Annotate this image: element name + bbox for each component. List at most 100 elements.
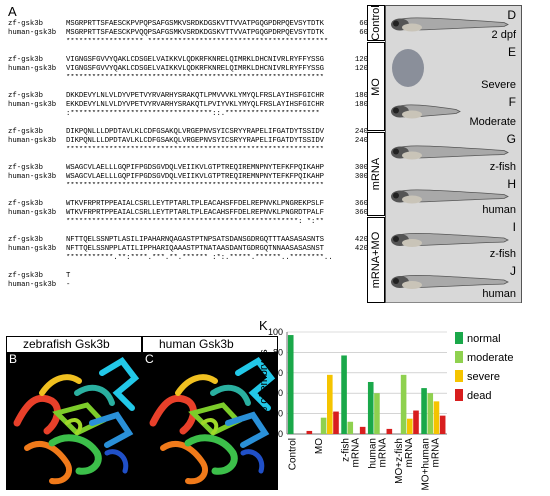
- legend-swatch: [455, 332, 463, 344]
- embryo-image: [391, 17, 509, 32]
- embryo-label: Severe: [481, 79, 516, 91]
- sequence-name: [8, 146, 66, 155]
- x-tick-label: human: [367, 438, 378, 469]
- y-tick-label: 40: [273, 388, 283, 398]
- group-label-mrna-mo: mRNA+MO: [367, 217, 385, 303]
- legend-swatch: [455, 351, 463, 363]
- bar: [407, 418, 413, 434]
- sequence-name: zf-gsk3b: [8, 236, 44, 244]
- alignment-block: zf-gsk3b WTKVFRPRTPPEAIALCSRLLEYTPTARLTPL…: [8, 200, 380, 227]
- bar: [306, 430, 313, 434]
- bar: [347, 421, 354, 434]
- residue-count: 180: [354, 101, 368, 109]
- y-tick-label: 100: [268, 327, 283, 337]
- panel-letter: H: [507, 177, 516, 191]
- alignment-row-zf: zf-gsk3bT421: [8, 272, 380, 281]
- ribbon-strand: [160, 441, 208, 485]
- ribbon-strand: [175, 374, 218, 396]
- y-tick-label: 60: [273, 368, 283, 378]
- alignment-row-hu: human-gsk3b DIKPQNLLLDPDTAVLKLCDFGSAKQLVR…: [8, 137, 380, 146]
- sequence-name: [8, 74, 66, 83]
- residue-count: 300: [354, 164, 368, 172]
- sequence-name: human-gsk3b: [8, 245, 57, 253]
- sequence-text: T: [66, 272, 71, 280]
- sequence-text: NFTTQELSSNPPLATILIPPHARIQAAASTPTNATAASDA…: [66, 245, 324, 253]
- sequence-text: ****************************************…: [66, 74, 324, 82]
- alignment-row-hu: human-gsk3b-421: [8, 281, 380, 290]
- panel-label-b: B: [9, 352, 18, 366]
- panel-letter: F: [508, 95, 516, 109]
- legend-label: dead: [467, 390, 491, 402]
- y-axis-label: % of embryos: [258, 349, 270, 417]
- legend-label: normal: [467, 333, 501, 345]
- sequence-name: zf-gsk3b: [8, 92, 44, 100]
- alignment-block: zf-gsk3b DIKPQNLLLDPDTAVLKLCDFGSAKQLVRGEP…: [8, 128, 380, 155]
- ribbon-strand: [184, 434, 238, 475]
- zebrafish-structure-panel: zebrafish Gsk3b: [6, 336, 142, 490]
- panel-letter: I: [512, 220, 516, 234]
- residue-count: 360: [354, 200, 368, 208]
- embryo-image: [391, 189, 509, 204]
- bar: [439, 415, 446, 434]
- bar: [287, 335, 294, 434]
- sequence-text: VIGNGSFGVVYQAKLCDSGELVAIKKVLQDKRFKNRELQI…: [66, 56, 324, 64]
- x-tick-label: z-fish: [341, 438, 352, 462]
- bar: [341, 355, 347, 434]
- ribbon-strand: [39, 374, 82, 396]
- panel-letter: D: [507, 8, 516, 22]
- bar: [421, 388, 427, 434]
- phenotype-bar-chart: K 0 20 40 60 80 100 % of embryos Control MO z-fish…: [258, 318, 513, 491]
- zebrafish-protein-ribbon-image: [13, 357, 140, 485]
- alignment-block: zf-gsk3b MSGRPRTTSFAESCKPVPQPSAFGSMKVSRDK…: [8, 20, 380, 47]
- sequence-name: human-gsk3b: [8, 65, 57, 73]
- x-tick-label: mRNA: [377, 438, 388, 468]
- bar: [374, 393, 380, 434]
- embryo-label: 2 dpf: [491, 29, 516, 41]
- bar: [327, 374, 333, 434]
- residue-count: 420: [354, 245, 368, 253]
- panel-label-c: C: [145, 352, 154, 366]
- sequence-text: WSAGCVLAELLLGQPIFPGDSGVDQLVEIIKVLGTPTREQ…: [66, 173, 324, 181]
- x-tick-label: MO: [314, 438, 325, 454]
- alignment-row-cons: :*********************************::.***…: [8, 110, 380, 119]
- residue-count: 240: [354, 137, 368, 145]
- residue-count: 420: [354, 236, 368, 244]
- bar: [320, 417, 327, 434]
- embryo-label: Moderate: [469, 116, 516, 128]
- residue-count: 120: [354, 56, 368, 64]
- ribbon-strand: [210, 384, 251, 406]
- alignment-block: zf-gsk3bT421human-gsk3b-421: [8, 272, 380, 290]
- bar: [427, 393, 434, 434]
- sequence-alignment: zf-gsk3b MSGRPRTTSFAESCKPVPQPSAFGSMKVSRDK…: [8, 20, 380, 299]
- sequence-name: zf-gsk3b: [8, 200, 44, 208]
- ribbon-strand: [48, 434, 102, 475]
- bar: [359, 426, 366, 434]
- residue-count: 300: [354, 173, 368, 181]
- sequence-text: MSGRPRTTSFAESCKPVQQPSAFGSMKVSRDKDGSKVTTV…: [66, 29, 324, 37]
- embryo-image: [391, 145, 509, 160]
- alignment-row-zf: zf-gsk3b DKKDEVYLNLVLDYVPETVYRVARHYSRAKQT…: [8, 92, 380, 101]
- sequence-name: human-gsk3b: [8, 29, 57, 37]
- human-protein-ribbon-image: [149, 357, 276, 485]
- bar: [400, 374, 407, 434]
- sequence-text: DIKPQNLLLDPDTAVLKLCDFGSAKQLVRGEPNVSYICSR…: [66, 137, 324, 145]
- sequence-name: human-gsk3b: [8, 209, 57, 217]
- sequence-text: ****************************************…: [66, 182, 324, 190]
- y-tick-label: 20: [273, 409, 283, 419]
- alignment-row-hu: human-gsk3b WTKVFRPRTPPEAIALCSRLLEYTPTARL…: [8, 209, 380, 218]
- sequence-name: [8, 38, 66, 47]
- alignment-row-zf: zf-gsk3b WSAGCVLAELLLGQPIFPGDSGVDQLVEIIKV…: [8, 164, 380, 173]
- residue-count: 60: [359, 20, 368, 28]
- residue-count: [348, 254, 368, 263]
- ribbon-strand: [201, 418, 219, 435]
- sequence-name: zf-gsk3b: [8, 164, 44, 172]
- alignment-row-zf: zf-gsk3b DIKPQNLLLDPDTAVLKLCDFGSAKQLVRGEP…: [8, 128, 380, 137]
- sequence-text: WTKVFRPRTPPEAIALCSRLLEYTPTARLTPLEACAHSFF…: [66, 200, 324, 208]
- sequence-name: zf-gsk3b: [8, 272, 44, 280]
- alignment-row-cons: ****************************************…: [8, 218, 380, 227]
- sequence-name: human-gsk3b: [8, 281, 57, 289]
